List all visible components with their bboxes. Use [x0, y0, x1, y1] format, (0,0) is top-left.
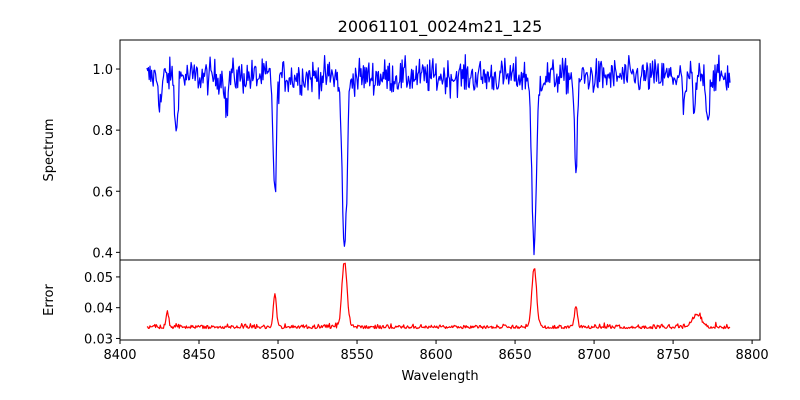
- x-tick-label: 8700: [578, 348, 611, 363]
- x-tick-label: 8650: [499, 348, 532, 363]
- spectrum-y-tick-label: 1.0: [92, 63, 113, 78]
- spectrum-y-tick-label: 0.8: [92, 124, 113, 139]
- error-y-tick-label: 0.03: [84, 332, 113, 347]
- spectrum-series-line: [146, 54, 731, 256]
- x-tick-label: 8600: [420, 348, 453, 363]
- spectrum-y-ticks: 0.4 0.6 0.8 1.0: [92, 63, 120, 261]
- error-y-tick-label: 0.04: [84, 302, 113, 317]
- error-y-axis-label: Error: [42, 284, 57, 316]
- error-plot-frame: [119, 259, 761, 341]
- x-ticks: 8400 8450 8500 8550 8600 8650 8700 8750 8800: [103, 340, 769, 363]
- error-y-ticks: 0.03 0.04 0.05: [84, 271, 120, 347]
- x-tick-label: 8400: [103, 348, 136, 363]
- spectrum-panel: 0.4 0.6 0.8 1.0 Spectrum: [42, 39, 761, 261]
- chart-title: 20061101_0024m21_125: [338, 17, 543, 37]
- x-tick-label: 8550: [340, 348, 373, 363]
- error-panel: 0.03 0.04 0.05 8400 8450 8500 8550 8600 8650 870…: [42, 259, 769, 384]
- spectrum-y-tick-label: 0.4: [92, 246, 113, 261]
- spectrum-y-tick-label: 0.6: [92, 185, 113, 200]
- x-tick-label: 8800: [736, 348, 769, 363]
- x-tick-label: 8450: [182, 348, 215, 363]
- spectrum-y-axis-label: Spectrum: [42, 119, 57, 182]
- x-axis-label: Wavelength: [401, 369, 478, 384]
- x-tick-label: 8750: [657, 348, 690, 363]
- x-tick-label: 8500: [261, 348, 294, 363]
- error-y-tick-label: 0.05: [84, 271, 113, 286]
- error-series-line: [146, 262, 731, 330]
